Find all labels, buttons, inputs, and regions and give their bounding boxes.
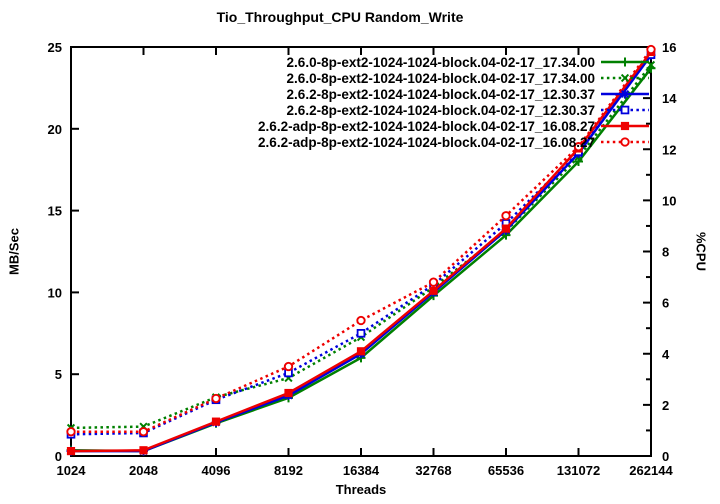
chart-title: Tio_Throughput_CPU Random_Write [216, 9, 464, 25]
legend-marker [620, 89, 630, 99]
x-tick-label: 16384 [343, 463, 380, 478]
y-left-tick-label: 5 [55, 367, 62, 382]
data-point-marker [501, 211, 511, 221]
data-point-marker [139, 446, 148, 455]
legend-label: 2.6.0-8p-ext2-1024-1024-block.04-02-17_1… [287, 71, 595, 86]
y-right-tick-label: 16 [662, 40, 676, 55]
x-tick-label: 8192 [274, 463, 303, 478]
legend-label: 2.6.2-adp-8p-ext2-1024-1024-block.04-02-… [258, 119, 595, 134]
data-point-marker [429, 286, 438, 295]
data-point-marker [66, 427, 76, 437]
x-tick-label: 1024 [57, 463, 87, 478]
legend-label: 2.6.0-8p-ext2-1024-1024-block.04-02-17_1… [287, 55, 595, 70]
data-point-marker [646, 44, 656, 55]
legend-marker [620, 57, 630, 67]
y-axis-label-right: %CPU [693, 231, 709, 271]
x-tick-label: 262144 [629, 463, 673, 478]
y-right-tick-label: 4 [662, 347, 670, 362]
y-right-tick-label: 12 [662, 142, 676, 157]
legend-label: 2.6.2-8p-ext2-1024-1024-block.04-02-17_1… [287, 87, 595, 102]
x-tick-label: 2048 [129, 463, 158, 478]
legend-label: 2.6.2-adp-8p-ext2-1024-1024-block.04-02-… [258, 135, 595, 150]
y-right-tick-label: 10 [662, 193, 676, 208]
y-left-tick-label: 15 [48, 204, 62, 219]
legend-marker [620, 105, 630, 115]
data-point-marker [428, 277, 439, 287]
x-axis-label: Threads [335, 482, 387, 497]
data-point-marker [211, 417, 221, 426]
y-right-tick-label: 6 [662, 296, 669, 311]
legend-marker [620, 121, 630, 131]
legend-marker [620, 137, 630, 147]
x-tick-label: 32768 [415, 463, 451, 478]
data-point-marker [284, 388, 293, 398]
y-axis-label-left: MB/Sec [6, 228, 22, 275]
data-point-marker [356, 328, 366, 338]
x-tick-label: 4096 [202, 463, 231, 478]
y-right-tick-label: 8 [662, 245, 669, 260]
y-right-tick-label: 2 [662, 398, 669, 413]
data-point-marker [573, 142, 584, 152]
y-right-tick-label: 14 [662, 91, 677, 106]
data-point-marker [501, 224, 511, 233]
y-left-tick-label: 25 [48, 40, 62, 55]
data-point-marker [356, 347, 366, 356]
data-point-marker [356, 315, 366, 326]
data-point-marker [283, 361, 294, 372]
y-left-tick-label: 20 [48, 122, 62, 137]
y-left-tick-label: 10 [48, 285, 62, 300]
y-right-tick-label: 0 [662, 449, 669, 464]
data-point-marker [138, 427, 149, 437]
data-point-marker [66, 446, 76, 456]
data-point-marker [211, 393, 221, 404]
x-tick-label: 131072 [557, 463, 600, 478]
legend-marker [620, 73, 630, 83]
x-tick-label: 65536 [488, 463, 524, 478]
y-left-tick-label: 0 [55, 449, 62, 464]
legend-label: 2.6.2-8p-ext2-1024-1024-block.04-02-17_1… [287, 103, 595, 118]
